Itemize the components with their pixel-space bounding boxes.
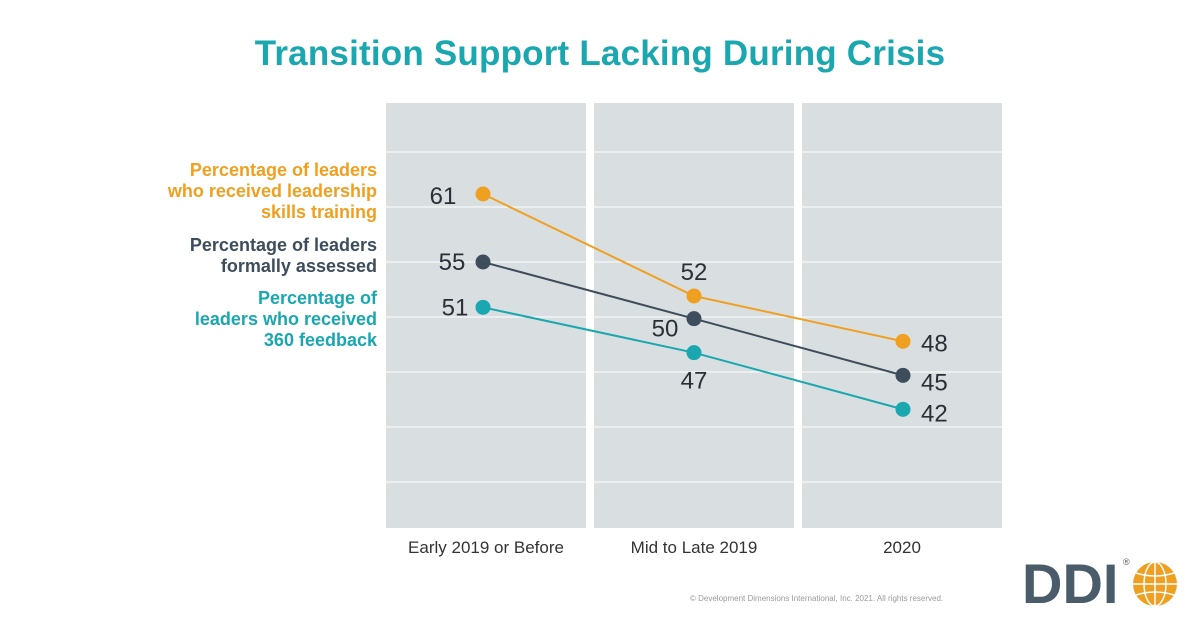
value-label-training: 48 [921,330,948,357]
data-point-feedback [475,299,491,315]
series-label-feedback: Percentage of leaders who received 360 f… [195,288,377,351]
value-label-training: 61 [430,183,457,210]
panel-1 [386,103,586,528]
data-point-assessed [895,367,911,383]
globe-icon [1133,561,1177,607]
x-tick-label: Early 2019 or Before [408,538,564,557]
ddi-logo: DDI ® [1022,553,1177,611]
x-tick-label: 2020 [883,538,921,557]
value-labels: 61 52 48 55 50 45 51 47 42 [430,183,948,427]
panels [386,103,1002,528]
series-label-line: who received leadership [167,181,377,201]
series-label-line: Percentage of leaders [189,235,377,255]
data-point-feedback [895,401,911,417]
series-label-line: 360 feedback [263,330,377,350]
chart-title: Transition Support Lacking During Crisis [254,34,946,73]
x-axis-labels: Early 2019 or Before Mid to Late 2019 2020 [408,538,921,557]
data-point-training [686,288,702,304]
data-point-training [895,333,911,349]
data-point-assessed [475,254,491,270]
value-label-assessed: 45 [921,369,948,396]
gridlines [386,151,1002,483]
series-label-assessed: Percentage of leaders formally assessed [190,235,377,277]
value-label-feedback: 47 [681,368,708,395]
data-point-assessed [686,311,702,327]
panel-3 [802,103,1002,528]
series-label-line: skills training [260,202,377,222]
series-label-line: Percentage of [257,288,377,308]
logo-registered-mark: ® [1123,557,1130,567]
value-label-training: 52 [681,259,708,286]
series-label-line: Percentage of leaders [189,160,377,180]
logo-wordmark: DDI [1022,553,1118,611]
x-tick-label: Mid to Late 2019 [631,538,758,557]
value-label-assessed: 55 [439,249,466,276]
data-point-training [475,186,491,202]
series-label-training: Percentage of leaders who received leade… [168,160,377,223]
series-label-line: formally assessed [220,256,377,276]
value-label-assessed: 50 [652,316,679,343]
value-label-feedback: 42 [921,400,948,427]
data-points [475,186,911,417]
value-label-feedback: 51 [442,294,469,321]
copyright-notice: © Development Dimensions International, … [690,594,944,603]
data-point-feedback [686,345,702,361]
series-label-line: leaders who received [194,309,377,329]
